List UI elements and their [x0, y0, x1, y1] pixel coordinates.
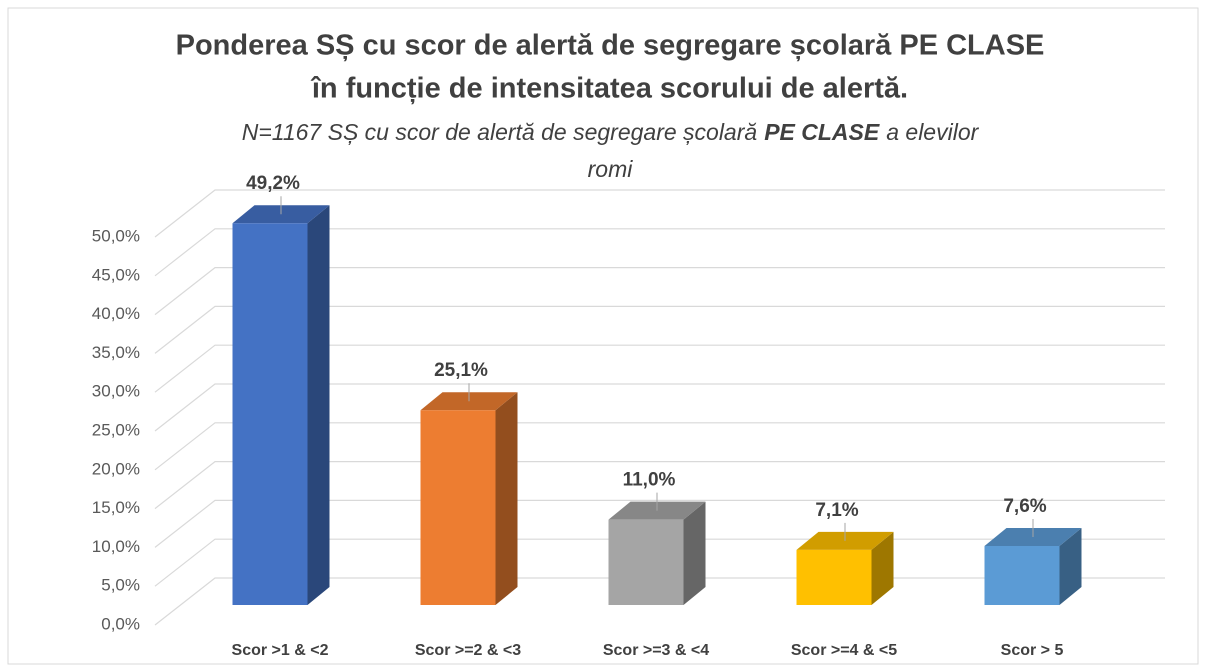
- data-label: 49,2%: [246, 173, 300, 194]
- x-tick-label: Scor >=3 & <4: [603, 642, 709, 659]
- x-tick-label: Scor >=4 & <5: [791, 642, 897, 659]
- x-tick-label: Scor > 5: [1001, 642, 1064, 659]
- data-label: 7,6%: [1003, 496, 1046, 517]
- data-label: 7,1%: [815, 500, 858, 521]
- y-tick-label: 10,0%: [92, 537, 140, 556]
- chart-title: Ponderea SȘ cu scor de alertă de segrega…: [176, 30, 1045, 62]
- grid-line: [154, 461, 1165, 510]
- bar-front: [796, 549, 872, 605]
- chart-subtitle: N=1167 SȘ cu scor de alertă de segregare…: [242, 119, 980, 145]
- grid-line: [154, 344, 1165, 393]
- subtitle-part: N=1167 SȘ cu scor de alertă de segregare…: [242, 119, 757, 145]
- grid-line: [154, 422, 1165, 471]
- bar-front: [608, 519, 684, 605]
- y-tick-label: 40,0%: [92, 304, 140, 323]
- grid-line: [154, 383, 1165, 432]
- y-tick-label: 20,0%: [92, 459, 140, 478]
- y-tick-label: 45,0%: [92, 265, 140, 284]
- grid-line: [154, 189, 1165, 238]
- y-tick-label: 5,0%: [101, 576, 140, 595]
- bar: [232, 205, 330, 605]
- grid-line: [154, 499, 1165, 548]
- y-tick-label: 50,0%: [92, 226, 140, 245]
- data-label: 25,1%: [434, 360, 488, 381]
- grid-line: [154, 305, 1165, 354]
- bar: [984, 528, 1082, 605]
- chart-subtitle: romi: [588, 156, 634, 182]
- bar-front: [232, 223, 308, 605]
- bar-side: [307, 205, 330, 605]
- bar-side: [871, 531, 894, 605]
- bar: [420, 392, 518, 605]
- y-tick-label: 15,0%: [92, 498, 140, 517]
- chart-title: în funcție de intensitatea scorului de a…: [310, 73, 908, 105]
- bar-front: [984, 546, 1060, 605]
- bar-side: [495, 392, 518, 605]
- x-tick-label: Scor >=2 & <3: [415, 642, 521, 659]
- grid-line: [154, 267, 1165, 316]
- subtitle-part: a elevilor: [886, 119, 979, 145]
- x-tick-label: Scor >1 & <2: [232, 642, 329, 659]
- y-tick-label: 35,0%: [92, 343, 140, 362]
- bar-front: [420, 410, 496, 605]
- bar-side: [1059, 528, 1082, 605]
- y-tick-label: 30,0%: [92, 382, 140, 401]
- data-label: 11,0%: [623, 470, 676, 491]
- bar-side: [683, 501, 706, 605]
- subtitle-part: PE CLASE: [764, 119, 880, 145]
- y-tick-label: 25,0%: [92, 420, 140, 439]
- bar: [796, 531, 894, 605]
- y-tick-label: 0,0%: [101, 614, 140, 633]
- grid-line: [154, 228, 1165, 277]
- bar: [608, 501, 706, 605]
